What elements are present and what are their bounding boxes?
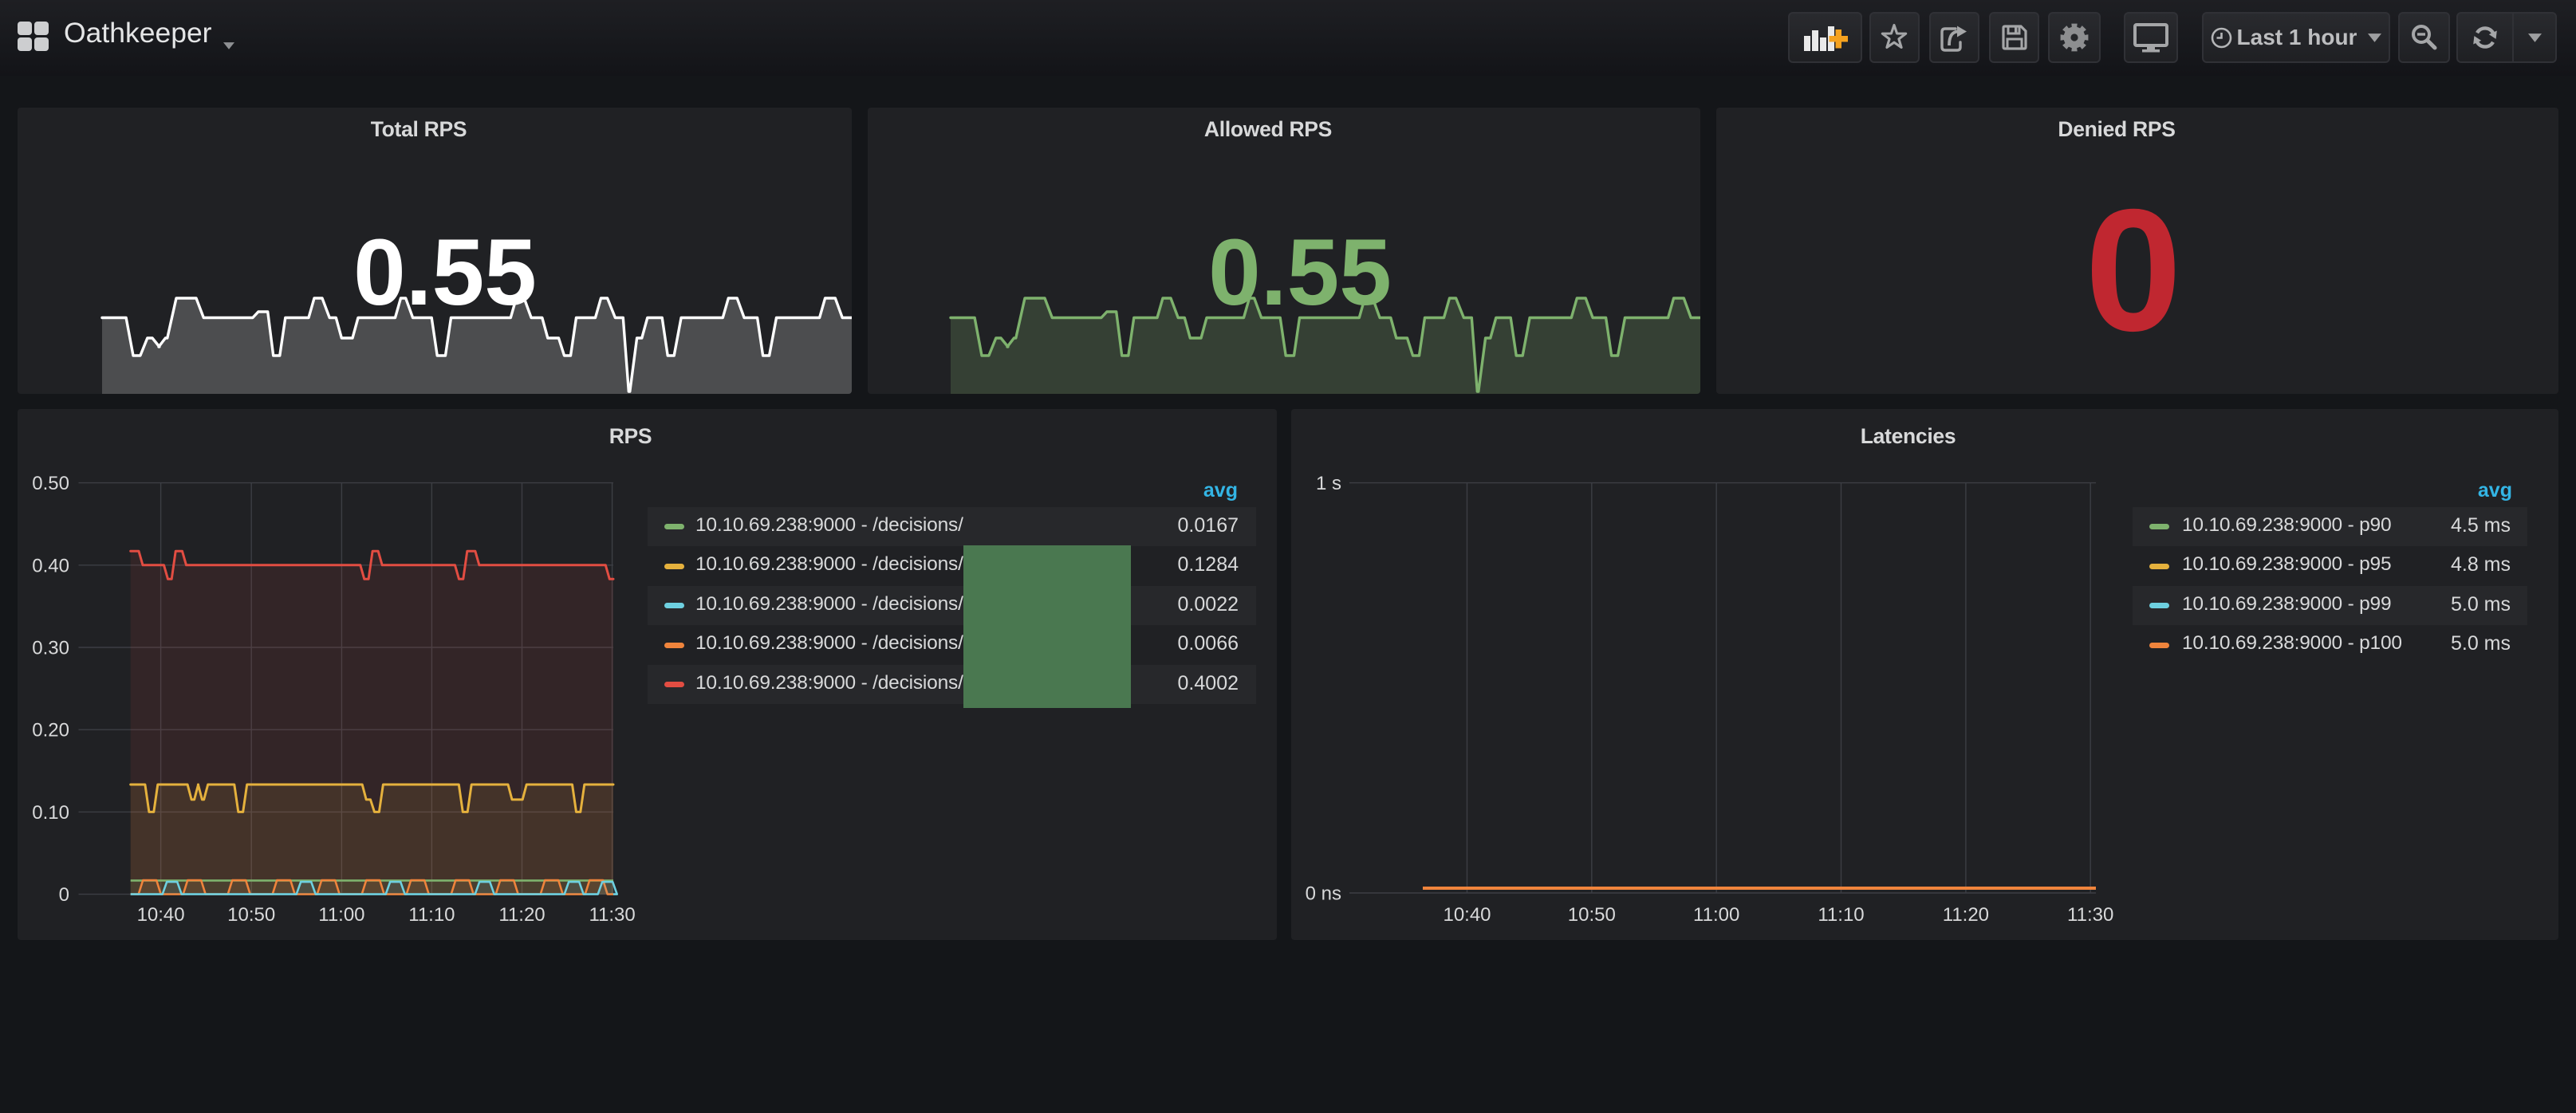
svg-text:11:10: 11:10 bbox=[408, 904, 455, 926]
svg-text:10:40: 10:40 bbox=[137, 904, 185, 926]
svg-text:11:20: 11:20 bbox=[1943, 904, 1989, 926]
svg-text:0.20: 0.20 bbox=[32, 720, 69, 741]
svg-text:0 ns: 0 ns bbox=[1306, 883, 1341, 905]
svg-text:10:50: 10:50 bbox=[227, 904, 275, 926]
svg-text:1 s: 1 s bbox=[1316, 473, 1341, 494]
svg-text:0.40: 0.40 bbox=[32, 555, 69, 576]
svg-text:10:50: 10:50 bbox=[1568, 904, 1616, 926]
svg-text:0.10: 0.10 bbox=[32, 802, 69, 824]
svg-text:11:00: 11:00 bbox=[318, 904, 364, 926]
svg-text:0: 0 bbox=[59, 884, 69, 906]
svg-text:11:30: 11:30 bbox=[589, 904, 635, 926]
svg-text:0.50: 0.50 bbox=[32, 473, 69, 494]
svg-text:11:20: 11:20 bbox=[498, 904, 545, 926]
svg-text:11:00: 11:00 bbox=[1693, 904, 1739, 926]
svg-text:10:40: 10:40 bbox=[1443, 904, 1491, 926]
svg-text:0.30: 0.30 bbox=[32, 638, 69, 659]
svg-text:11:30: 11:30 bbox=[2067, 904, 2113, 926]
svg-text:11:10: 11:10 bbox=[1818, 904, 1864, 926]
